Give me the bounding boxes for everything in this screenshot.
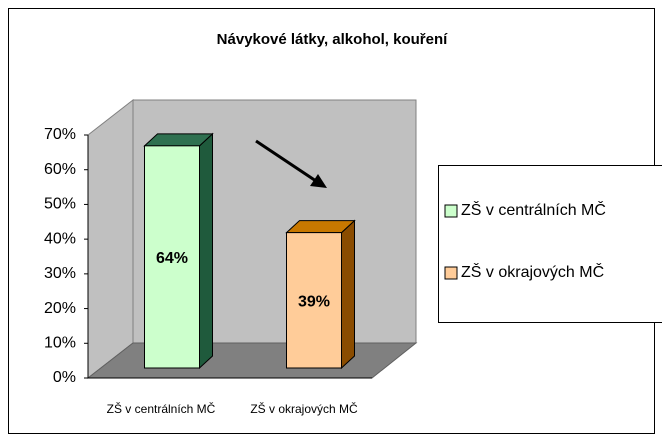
bar-side [200,134,213,368]
y-tick-label: 0% [53,369,76,386]
legend-label: ZŠ v centrálních MČ [461,200,606,219]
y-tick-label: 10% [44,335,76,352]
y-tick-label: 40% [44,230,76,247]
floor [88,343,416,378]
bar-side [342,221,355,368]
data-label: 39% [298,294,330,311]
legend-swatch [445,205,457,217]
y-tick-label: 20% [44,300,76,317]
y-tick-label: 50% [44,196,76,213]
side-wall [88,100,133,378]
y-tick-label: 30% [44,265,76,282]
data-label: 64% [156,250,188,267]
legend [439,166,662,323]
y-tick-label: 70% [44,126,76,143]
x-tick-label: ZŠ v okrajových MČ [250,401,358,416]
legend-label: ZŠ v okrajových MČ [461,262,604,281]
chart-title: Návykové látky, alkohol, kouření [217,31,448,48]
y-tick-label: 60% [44,161,76,178]
x-tick-label: ZŠ v centrálních MČ [107,401,216,416]
legend-swatch [445,267,457,279]
